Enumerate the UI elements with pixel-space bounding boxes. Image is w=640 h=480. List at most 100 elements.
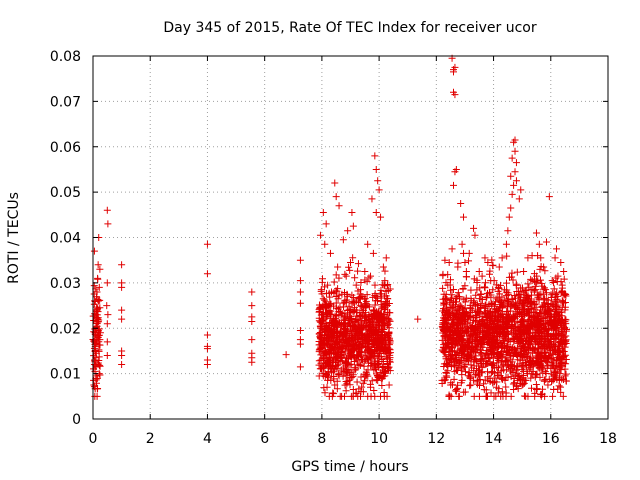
- data-point: [503, 307, 511, 315]
- data-point: [354, 260, 362, 268]
- data-point: [358, 311, 366, 319]
- data-point: [481, 254, 489, 262]
- data-point: [333, 361, 341, 369]
- data-point: [508, 269, 516, 277]
- data-point: [461, 318, 469, 326]
- data-point: [508, 154, 516, 162]
- data-point: [464, 372, 472, 380]
- data-point: [374, 350, 382, 358]
- data-point: [385, 349, 393, 357]
- data-point: [526, 363, 534, 371]
- data-point: [554, 314, 562, 322]
- data-point: [323, 371, 331, 379]
- data-point: [490, 318, 498, 326]
- data-point: [510, 337, 518, 345]
- data-point: [439, 323, 447, 331]
- data-point: [535, 296, 543, 304]
- data-point: [353, 378, 361, 386]
- data-point: [296, 340, 304, 348]
- data-point: [352, 281, 360, 289]
- data-point: [335, 291, 343, 299]
- data-point: [549, 392, 557, 400]
- data-point: [459, 285, 467, 293]
- data-point: [363, 278, 371, 286]
- data-point: [330, 302, 338, 310]
- data-point: [364, 240, 372, 248]
- data-point: [483, 309, 491, 317]
- data-point: [517, 287, 525, 295]
- data-point: [464, 336, 472, 344]
- data-point: [472, 308, 480, 316]
- y-tick-label: 0.05: [50, 185, 81, 201]
- data-point: [554, 342, 562, 350]
- data-point: [504, 348, 512, 356]
- data-point: [90, 381, 98, 389]
- data-point: [346, 266, 354, 274]
- data-point: [549, 313, 557, 321]
- data-point: [487, 389, 495, 397]
- data-point: [502, 389, 510, 397]
- data-point: [440, 363, 448, 371]
- data-point: [480, 386, 488, 394]
- data-point: [469, 335, 477, 343]
- data-point: [528, 252, 536, 260]
- data-point: [371, 301, 379, 309]
- data-point: [548, 277, 556, 285]
- data-point: [335, 311, 343, 319]
- data-point: [558, 345, 566, 353]
- data-point: [521, 358, 529, 366]
- data-point: [528, 334, 536, 342]
- data-point: [103, 320, 111, 328]
- data-point: [95, 346, 103, 354]
- data-point: [519, 284, 527, 292]
- data-point: [558, 297, 566, 305]
- data-point: [334, 263, 342, 271]
- data-point: [539, 285, 547, 293]
- data-point: [551, 254, 559, 262]
- data-point: [381, 372, 389, 380]
- data-point: [556, 363, 564, 371]
- data-point: [348, 326, 356, 334]
- data-point: [538, 390, 546, 398]
- data-point: [381, 267, 389, 275]
- data-point: [315, 305, 323, 313]
- data-point: [375, 332, 383, 340]
- data-point: [445, 326, 453, 334]
- data-point: [354, 267, 362, 275]
- data-point: [550, 335, 558, 343]
- data-point: [451, 350, 459, 358]
- data-point: [541, 337, 549, 345]
- data-point: [90, 361, 98, 369]
- data-point: [118, 315, 126, 323]
- data-point: [487, 323, 495, 331]
- data-point: [562, 370, 570, 378]
- data-point: [457, 199, 465, 207]
- data-point: [377, 345, 385, 353]
- data-point: [476, 349, 484, 357]
- data-point: [530, 346, 538, 354]
- data-point: [480, 283, 488, 291]
- data-point: [367, 326, 375, 334]
- data-point: [96, 265, 104, 273]
- data-point: [515, 195, 523, 203]
- data-point: [511, 168, 519, 176]
- data-point: [381, 277, 389, 285]
- data-point: [466, 382, 474, 390]
- data-point: [449, 285, 457, 293]
- data-point: [441, 332, 449, 340]
- data-point: [536, 265, 544, 273]
- data-point: [466, 373, 474, 381]
- data-point: [451, 329, 459, 337]
- data-point: [489, 350, 497, 358]
- x-tick-label: 10: [370, 431, 388, 447]
- data-point: [548, 319, 556, 327]
- data-point: [548, 301, 556, 309]
- data-point: [496, 290, 504, 298]
- data-point: [497, 374, 505, 382]
- data-point: [512, 159, 520, 167]
- data-point: [354, 336, 362, 344]
- data-point: [372, 376, 380, 384]
- data-point: [351, 297, 359, 305]
- data-point: [438, 336, 446, 344]
- data-point: [540, 308, 548, 316]
